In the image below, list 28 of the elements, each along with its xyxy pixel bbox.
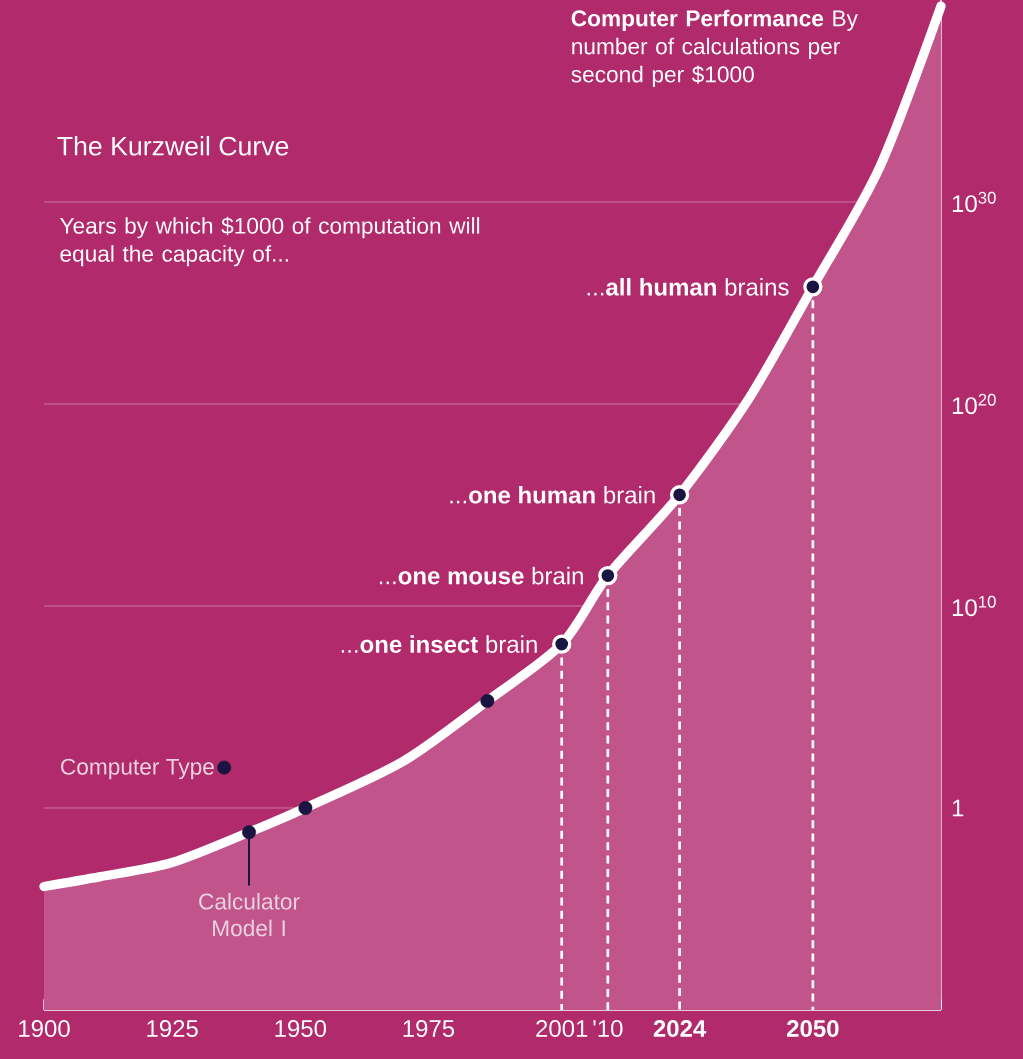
x-tick-label: '10 [593,1020,623,1038]
point [242,825,256,840]
text: The Kurzweil Curve [57,136,289,156]
y-tick-label: 10$^{30}$ [952,191,996,213]
y-tick-label: 10$^{10}$ [952,595,996,617]
legend-label: Computer Type [61,758,214,780]
point [298,801,313,815]
x-tick-label: 2024 [653,1020,707,1038]
x-tick-label: 2050 [787,1020,839,1038]
x-tick-label: 1950 [275,1020,327,1038]
point [598,565,618,586]
annotation: Calculator Model I [199,892,300,937]
y-axis-title: Computer Performance By number of calculations per second per $1000 [571,9,858,87]
x-tick-label: 1900 [19,1020,70,1038]
point [669,485,690,505]
y-tick-label: 10$^{20}$ [952,393,996,415]
text: Years by which $1000 of computation will equal the capacity of... [59,216,480,267]
x-tick-label: 1925 [147,1020,198,1038]
annotation: ...one mouse brain [379,566,583,585]
annotation: ...one insect brain [341,635,537,653]
point [552,634,572,654]
annotation: ...one human brain [450,485,655,504]
point [480,693,495,708]
x-tick-label: 2001 [536,1020,588,1038]
x-tick-label: 1975 [403,1020,455,1038]
point [803,277,823,297]
y-tick-label: 1 [952,799,964,817]
annotation: ...all human brains [587,278,789,296]
